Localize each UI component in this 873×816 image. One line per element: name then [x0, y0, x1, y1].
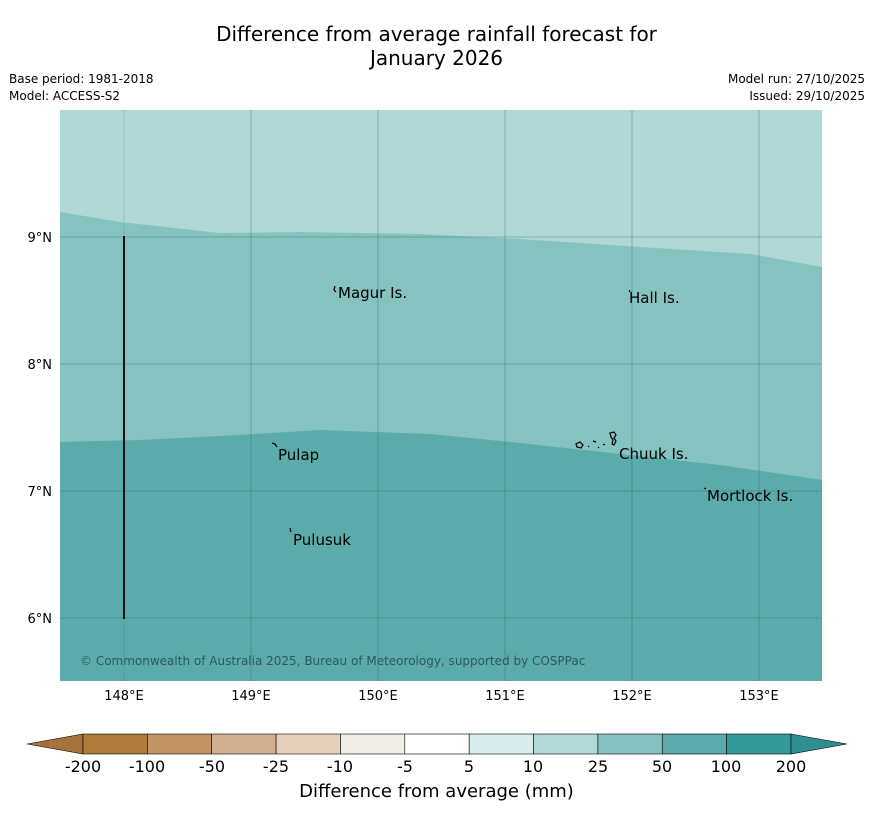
- colorbar-swatch: [82, 733, 148, 755]
- place-hall: Hall Is.: [629, 289, 680, 307]
- colorbar-label: 5: [463, 757, 475, 776]
- island-shapes: [271, 285, 707, 533]
- colorbar-swatch: [340, 733, 406, 755]
- title-line-1: Difference from average rainfall forecas…: [216, 22, 657, 46]
- model-run-text: Model run: 27/10/2025: [727, 72, 865, 86]
- colorbar-label: 100: [710, 757, 742, 776]
- colorbar-label: -50: [198, 757, 226, 776]
- colorbar-label: 200: [775, 757, 807, 776]
- colorbar-label: 25: [587, 757, 609, 776]
- colorbar-label: 10: [522, 757, 544, 776]
- colorbar-swatch: [533, 733, 599, 755]
- colorbar: [26, 733, 848, 755]
- model-text: Model: ACCESS-S2: [9, 89, 121, 103]
- lon-tick-152: 152°E: [612, 689, 652, 704]
- copyright-text: © Commonwealth of Australia 2025, Bureau…: [80, 654, 585, 668]
- colorbar-over-triangle: [790, 733, 848, 755]
- graticule: [60, 110, 822, 681]
- lon-tick-153: 153°E: [739, 689, 779, 704]
- lat-tick-6: 6°N: [28, 612, 53, 627]
- lat-tick-9: 9°N: [28, 231, 53, 246]
- place-chuuk: Chuuk Is.: [619, 445, 688, 463]
- lon-tick-151: 151°E: [485, 689, 525, 704]
- place-pulusuk: Pulusuk: [293, 531, 351, 549]
- band-50-100: [60, 430, 822, 681]
- colorbar-swatch: [726, 733, 792, 755]
- colorbar-swatch: [597, 733, 663, 755]
- place-pulap: Pulap: [278, 446, 319, 464]
- pulap-island-shape: [271, 442, 278, 448]
- hall-island-shape: [628, 289, 631, 293]
- lon-tick-148: 148°E: [104, 689, 144, 704]
- place-magur: Magur Is.: [338, 284, 407, 302]
- colorbar-swatch: [661, 733, 727, 755]
- colorbar-label: 50: [651, 757, 673, 776]
- colorbar-swatch: [468, 733, 534, 755]
- place-mortlock: Mortlock Is.: [707, 487, 793, 505]
- colorbar-label: -25: [262, 757, 290, 776]
- lat-tick-labels: 9°N 8°N 7°N 6°N: [28, 231, 53, 627]
- colorbar-label: -200: [64, 757, 102, 776]
- title-line-2: January 2026: [369, 46, 504, 70]
- meta-left: Base period: 1981-2018 Model: ACCESS-S2: [9, 71, 154, 105]
- meta-right: Model run: 27/10/2025 Issued: 29/10/2025: [728, 71, 865, 105]
- colorbar-swatch: [147, 733, 213, 755]
- lat-tick-8: 8°N: [28, 358, 53, 373]
- map-title: Difference from average rainfall forecas…: [0, 22, 873, 70]
- issued-text: Issued: 29/10/2025: [749, 89, 865, 103]
- colorbar-swatch: [404, 733, 470, 755]
- chuuk-lagoon-shape: [575, 431, 617, 449]
- lat-tick-7: 7°N: [28, 485, 53, 500]
- mortlock-island-shape: [703, 487, 707, 490]
- base-period-text: Base period: 1981-2018: [9, 72, 154, 86]
- colorbar-swatch: [275, 733, 341, 755]
- colorbar-title: Difference from average (mm): [299, 781, 574, 802]
- pulusuk-island-shape: [289, 527, 292, 533]
- colorbar-label: -10: [326, 757, 354, 776]
- place-labels: Magur Is. Hall Is. Pulap Chuuk Is. Mortl…: [278, 284, 793, 549]
- lon-tick-149: 149°E: [231, 689, 271, 704]
- magur-island-shape: [333, 285, 337, 293]
- colorbar-label: -5: [397, 757, 413, 776]
- colorbar-under-triangle: [26, 733, 84, 755]
- colorbar-swatch: [211, 733, 277, 755]
- lon-tick-labels: 148°E 149°E 150°E 151°E 152°E 153°E: [104, 689, 779, 704]
- colorbar-label: -100: [128, 757, 166, 776]
- lon-tick-150: 150°E: [358, 689, 398, 704]
